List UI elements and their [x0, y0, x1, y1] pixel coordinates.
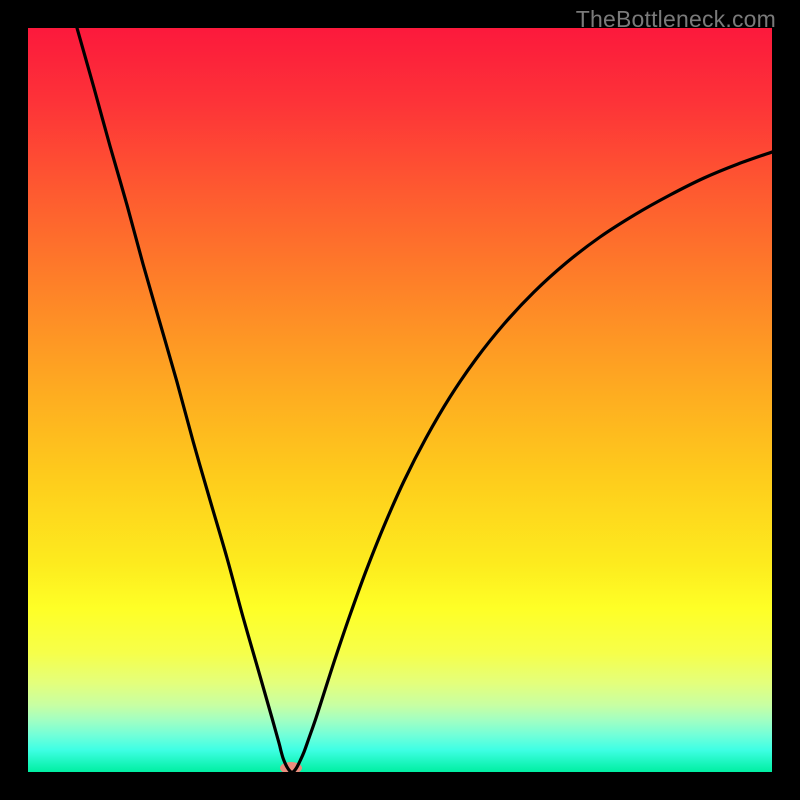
gradient-background — [28, 28, 772, 772]
plot-svg — [28, 28, 772, 772]
plot-area — [28, 28, 772, 772]
chart-frame: TheBottleneck.com — [0, 0, 800, 800]
